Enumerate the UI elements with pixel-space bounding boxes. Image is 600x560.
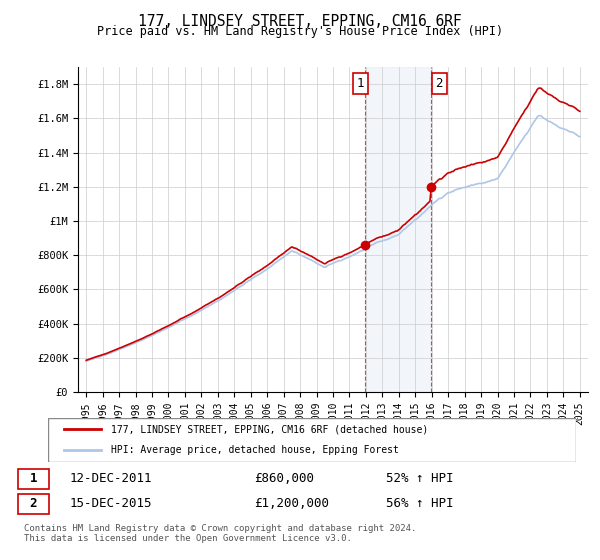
Text: Price paid vs. HM Land Registry's House Price Index (HPI): Price paid vs. HM Land Registry's House …: [97, 25, 503, 38]
Text: Contains HM Land Registry data © Crown copyright and database right 2024.
This d: Contains HM Land Registry data © Crown c…: [24, 524, 416, 543]
Bar: [18, 493, 49, 514]
Text: 1: 1: [29, 472, 37, 485]
Text: 56% ↑ HPI: 56% ↑ HPI: [386, 497, 454, 510]
Text: 2: 2: [436, 77, 443, 90]
Bar: [365, 67, 431, 392]
Text: 177, LINDSEY STREET, EPPING, CM16 6RF: 177, LINDSEY STREET, EPPING, CM16 6RF: [138, 14, 462, 29]
Bar: [18, 469, 49, 489]
Text: £860,000: £860,000: [254, 472, 314, 485]
Text: £1,200,000: £1,200,000: [254, 497, 329, 510]
Text: HPI: Average price, detached house, Epping Forest: HPI: Average price, detached house, Eppi…: [112, 445, 399, 455]
Text: 15-DEC-2015: 15-DEC-2015: [70, 497, 152, 510]
Text: 52% ↑ HPI: 52% ↑ HPI: [386, 472, 454, 485]
Text: 12-DEC-2011: 12-DEC-2011: [70, 472, 152, 485]
Text: 2: 2: [29, 497, 37, 510]
Text: 177, LINDSEY STREET, EPPING, CM16 6RF (detached house): 177, LINDSEY STREET, EPPING, CM16 6RF (d…: [112, 424, 428, 434]
Text: 1: 1: [356, 77, 364, 90]
